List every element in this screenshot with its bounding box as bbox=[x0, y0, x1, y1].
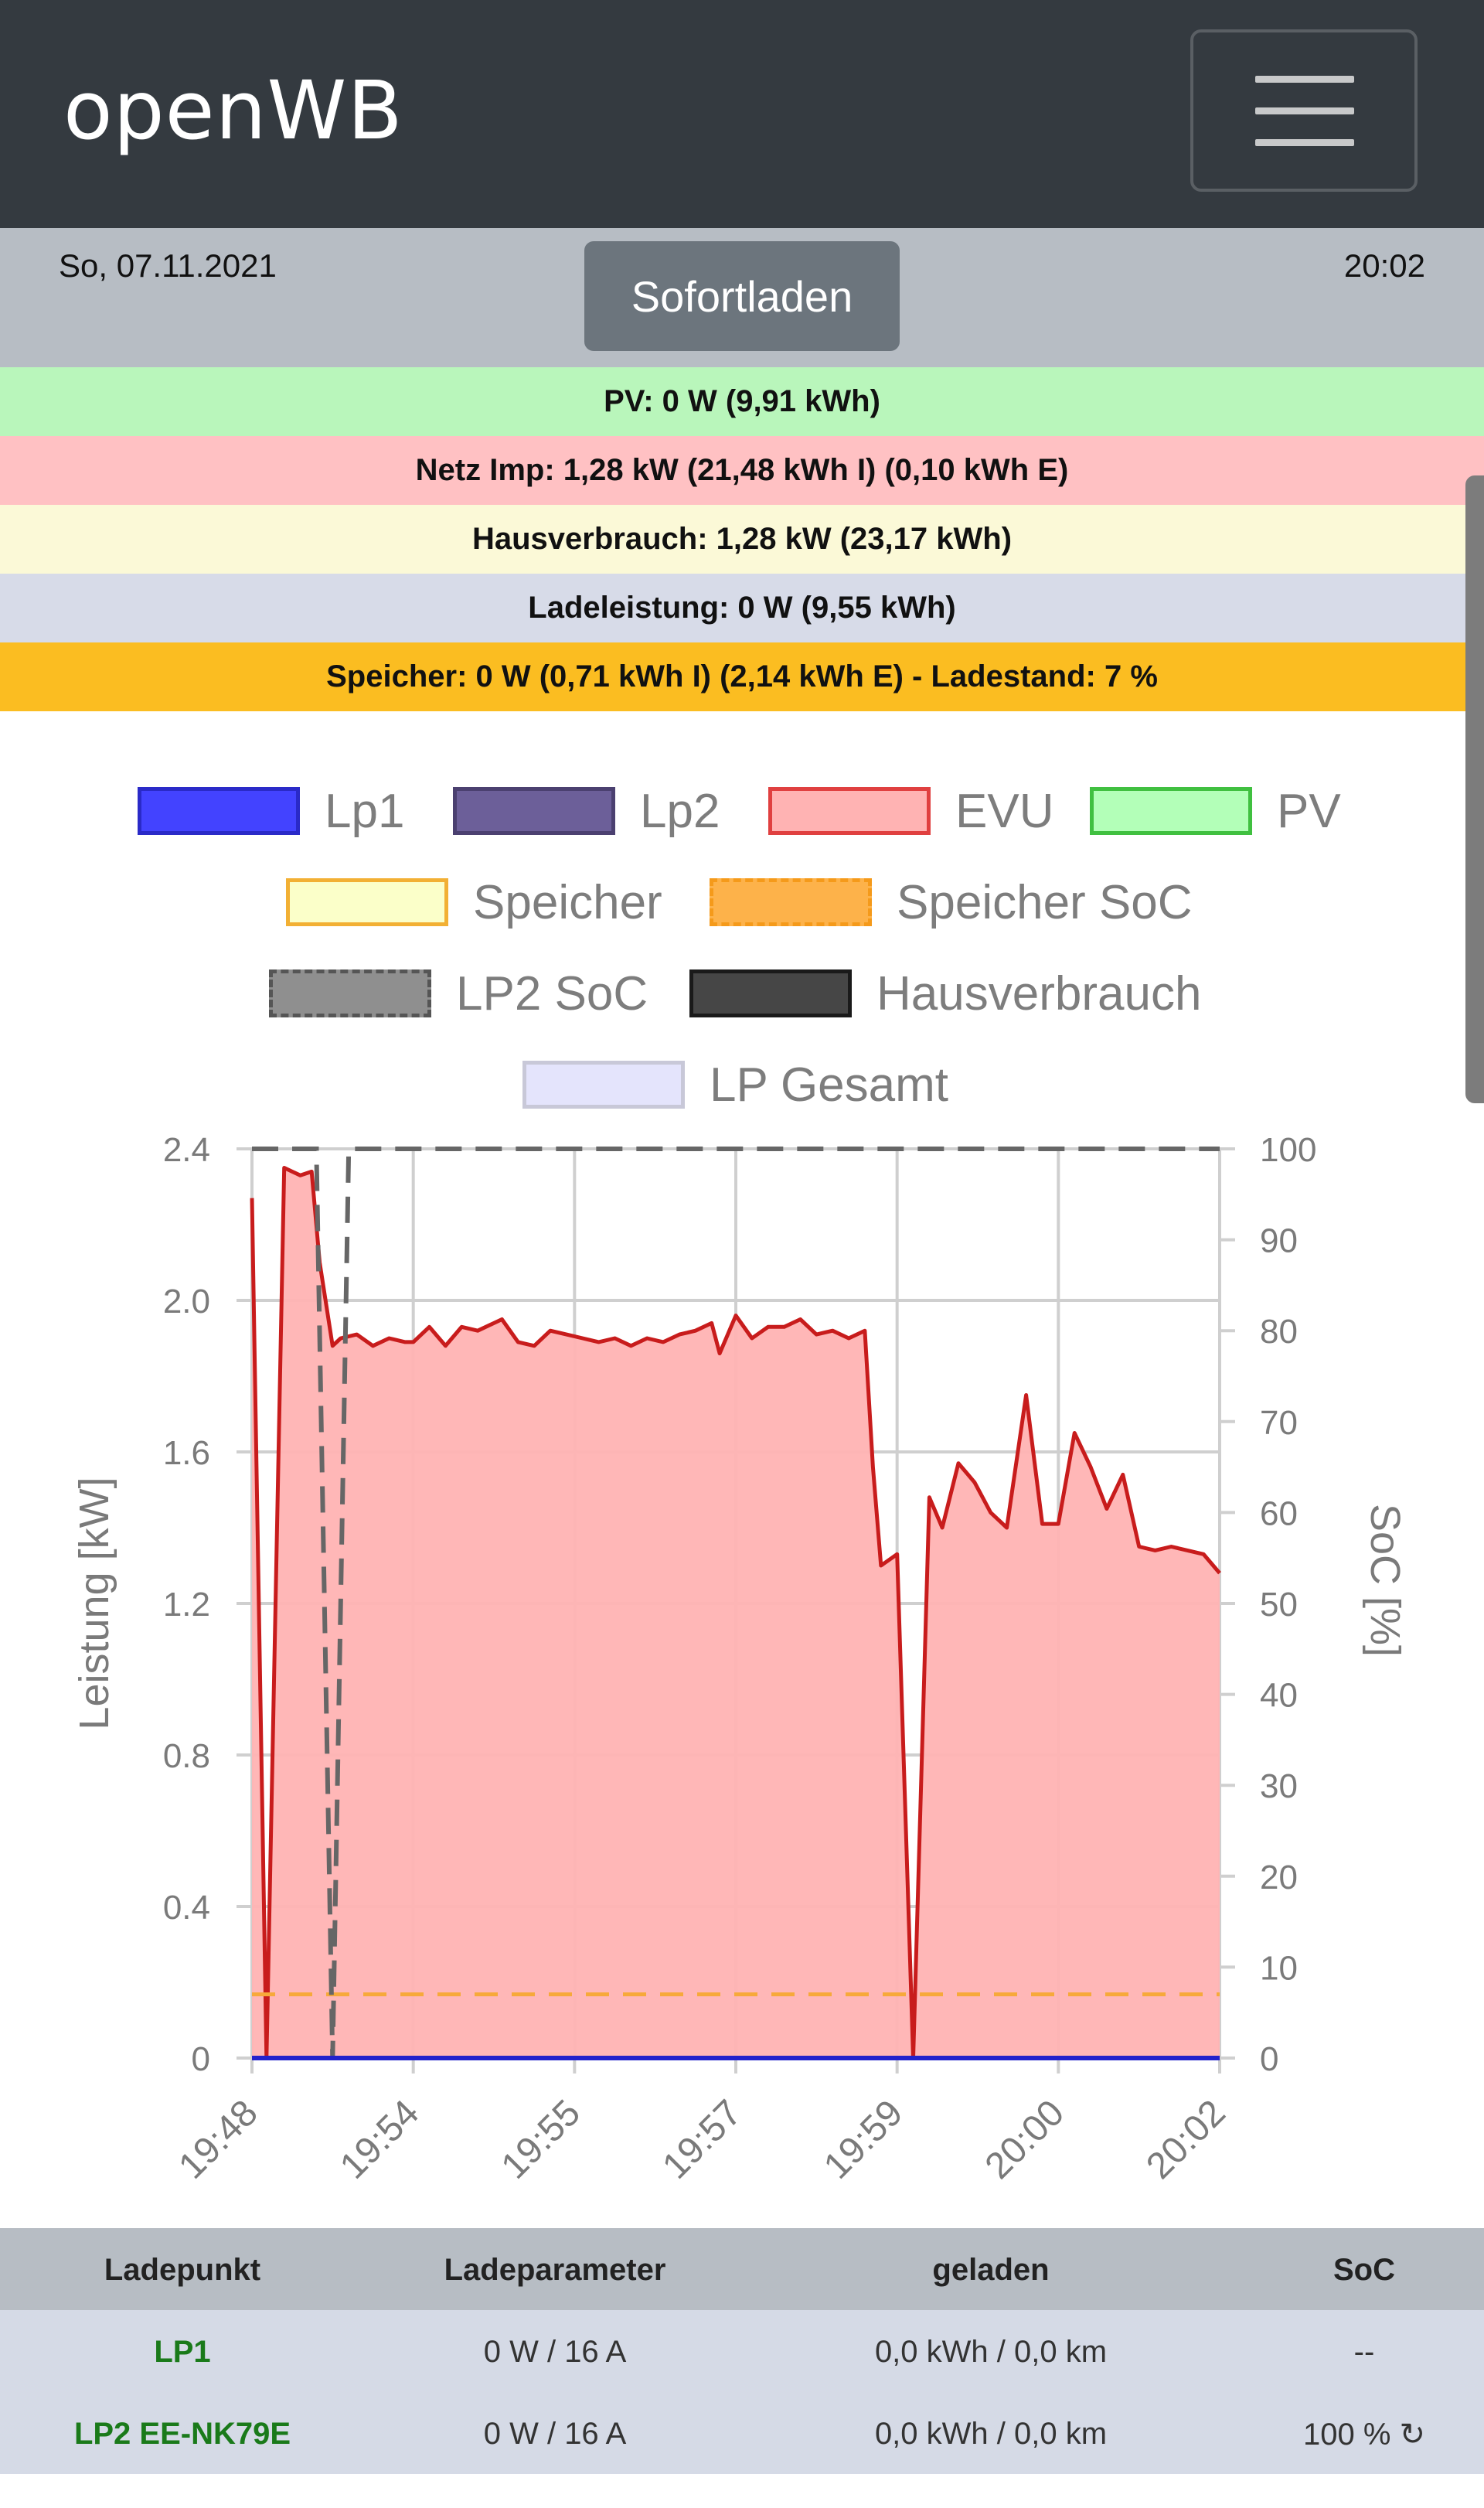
legend-swatch bbox=[522, 1061, 685, 1109]
legend-label: LP2 SoC bbox=[456, 966, 648, 1021]
y-tick-label: 2.4 bbox=[163, 1131, 210, 1169]
charge-parameter: 0 W / 16 A bbox=[483, 2417, 627, 2451]
legend-label: Hausverbrauch bbox=[876, 966, 1202, 1021]
app-title[interactable]: openWB bbox=[63, 63, 403, 158]
header-geladen: geladen bbox=[932, 2253, 1050, 2287]
legend-item-speicher[interactable]: Speicher bbox=[286, 875, 662, 929]
legend-item-pv[interactable]: PV bbox=[1090, 784, 1341, 838]
chargepoint-table-header bbox=[0, 2228, 1484, 2310]
y2-tick-label: 80 bbox=[1260, 1313, 1298, 1351]
y2-tick-label: 50 bbox=[1260, 1586, 1298, 1624]
legend-swatch bbox=[453, 787, 615, 835]
power-chart: 0 0.4 0.8 1.2 1.6 2.0 2.4 19:48 19:54 19:55 19:57 1… bbox=[71, 1131, 1408, 2187]
legend-label: EVU bbox=[955, 784, 1054, 838]
y-tick-label: 0.8 bbox=[163, 1737, 210, 1775]
y-tick-label: 1.6 bbox=[163, 1434, 210, 1472]
legend-item-lp-gesamt[interactable]: LP Gesamt bbox=[522, 1058, 949, 1112]
legend-swatch bbox=[768, 787, 931, 835]
charge-parameter: 0 W / 16 A bbox=[483, 2335, 627, 2369]
y2-tick-label: 30 bbox=[1260, 1767, 1298, 1805]
soc-value[interactable]: 100 % ↻ bbox=[1302, 2418, 1426, 2452]
grid-import-strip: Netz Imp: 1,28 kW (21,48 kWh I) (0,10 kW… bbox=[0, 436, 1484, 505]
y2-axis-title: SoC [%] bbox=[1362, 1504, 1408, 1657]
y-axis-title: Leistung [kW] bbox=[71, 1477, 117, 1729]
y-tick-label: 1.2 bbox=[163, 1586, 210, 1624]
header-ladeparameter: Ladeparameter bbox=[444, 2253, 666, 2287]
legend-label: Speicher SoC bbox=[897, 875, 1193, 929]
y2-tick-label: 0 bbox=[1260, 2040, 1278, 2078]
y2-tick-label: 90 bbox=[1260, 1222, 1298, 1260]
legend-item-evu[interactable]: EVU bbox=[768, 784, 1054, 838]
evu-area bbox=[252, 1167, 1220, 2058]
y-tick-label: 0 bbox=[192, 2040, 210, 2078]
y2-tick-label: 60 bbox=[1260, 1494, 1298, 1532]
legend-swatch bbox=[689, 969, 852, 1017]
soc-value: -- bbox=[1353, 2335, 1375, 2369]
legend-item-lp2-soc[interactable]: LP2 SoC bbox=[269, 966, 648, 1021]
legend-swatch bbox=[286, 878, 448, 926]
charged-amount: 0,0 kWh / 0,0 km bbox=[874, 2335, 1108, 2369]
charged-amount: 0,0 kWh / 0,0 km bbox=[874, 2417, 1108, 2451]
legend-swatch bbox=[710, 878, 872, 926]
house-consumption-strip: Hausverbrauch: 1,28 kW (23,17 kWh) bbox=[0, 505, 1484, 574]
legend-item-lp1[interactable]: Lp1 bbox=[138, 784, 405, 838]
menu-bar-icon bbox=[1255, 139, 1354, 146]
storage-strip: Speicher: 0 W (0,71 kWh I) (2,14 kWh E) … bbox=[0, 642, 1484, 711]
status-time: 20:02 bbox=[1343, 247, 1425, 284]
y2-tick-label: 40 bbox=[1260, 1677, 1298, 1715]
legend-label: Lp2 bbox=[640, 784, 720, 838]
x-tick-label: 19:59 bbox=[816, 2092, 910, 2186]
x-tick-label: 20:02 bbox=[1139, 2092, 1233, 2186]
hamburger-menu-button[interactable] bbox=[1190, 29, 1418, 192]
legend-item-hausverbrauch[interactable]: Hausverbrauch bbox=[689, 966, 1202, 1021]
x-tick-label: 19:55 bbox=[494, 2092, 588, 2186]
x-tick-label: 19:48 bbox=[171, 2092, 265, 2186]
top-navbar: openWB bbox=[0, 0, 1484, 228]
lp2-soc-line bbox=[252, 1147, 1220, 2059]
charging-power-strip: Ladeleistung: 0 W (9,55 kWh) bbox=[0, 574, 1484, 642]
y-tick-label: 2.0 bbox=[163, 1283, 210, 1320]
table-row bbox=[0, 2310, 1484, 2392]
legend-item-speicher-soc[interactable]: Speicher SoC bbox=[710, 875, 1193, 929]
header-ladepunkt: Ladepunkt bbox=[104, 2253, 261, 2287]
menu-bar-icon bbox=[1255, 107, 1354, 114]
header-soc: SoC bbox=[1333, 2253, 1395, 2287]
legend-label: PV bbox=[1277, 784, 1341, 838]
x-tick-label: 19:57 bbox=[655, 2092, 749, 2186]
y-tick-label: 0.4 bbox=[163, 1889, 210, 1927]
pv-strip: PV: 0 W (9,91 kWh) bbox=[0, 367, 1484, 436]
table-row bbox=[0, 2392, 1484, 2474]
chargepoint-name[interactable]: LP1 bbox=[154, 2335, 211, 2369]
legend-label: Speicher bbox=[473, 875, 662, 929]
y2-tick-label: 10 bbox=[1260, 1949, 1298, 1987]
page-scrollbar[interactable] bbox=[1465, 475, 1484, 1103]
legend-label: LP Gesamt bbox=[710, 1058, 949, 1112]
charge-mode-button[interactable]: Sofortladen bbox=[584, 241, 900, 351]
y2-tick-label: 70 bbox=[1260, 1404, 1298, 1442]
menu-bar-icon bbox=[1255, 76, 1354, 83]
legend-swatch bbox=[269, 969, 431, 1017]
legend-item-lp2[interactable]: Lp2 bbox=[453, 784, 720, 838]
y2-tick-label: 100 bbox=[1260, 1131, 1316, 1169]
legend-swatch bbox=[1090, 787, 1252, 835]
x-tick-label: 19:54 bbox=[332, 2092, 427, 2186]
legend-swatch bbox=[138, 787, 300, 835]
legend-label: Lp1 bbox=[325, 784, 405, 838]
evu-line bbox=[250, 1166, 1221, 2060]
status-date: So, 07.11.2021 bbox=[59, 247, 277, 284]
chargepoint-name[interactable]: LP2 EE-NK79E bbox=[73, 2417, 291, 2451]
x-tick-label: 20:00 bbox=[978, 2092, 1072, 2186]
y2-tick-label: 20 bbox=[1260, 1859, 1298, 1896]
